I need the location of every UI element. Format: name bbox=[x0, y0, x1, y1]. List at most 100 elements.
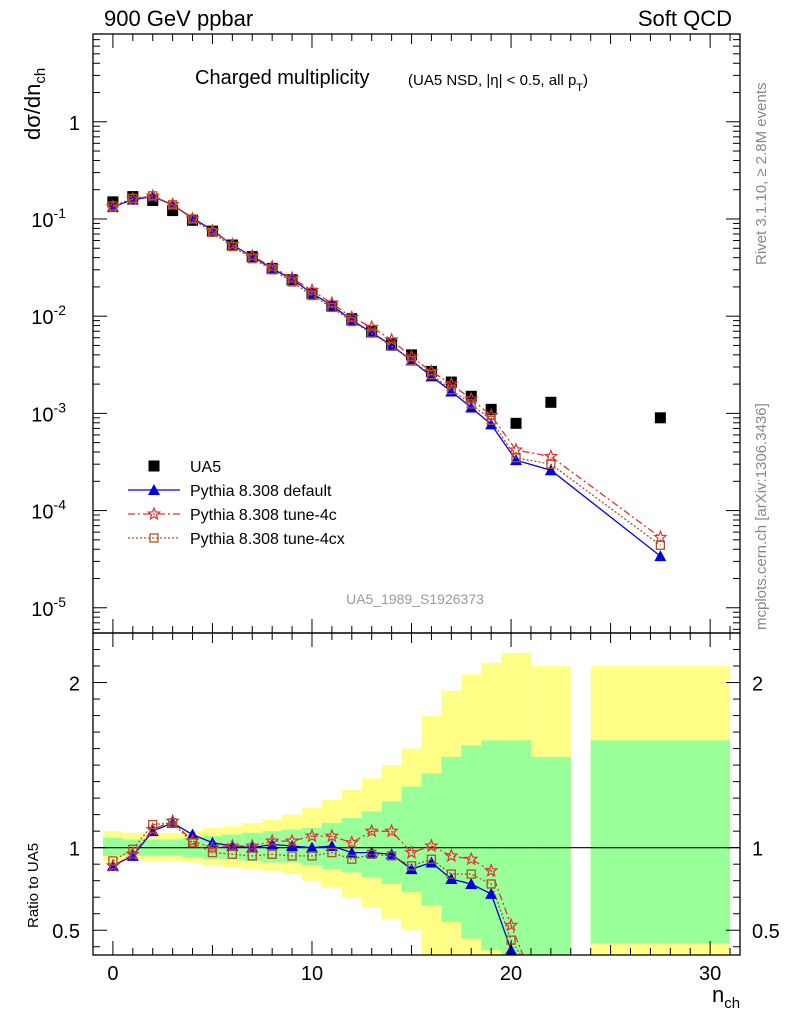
series-ua5 bbox=[107, 191, 666, 429]
y-tick-exponent: -4 bbox=[54, 497, 67, 513]
data-point bbox=[267, 265, 277, 275]
ratio-point bbox=[344, 835, 360, 849]
data-point bbox=[227, 241, 238, 252]
ratio-point bbox=[406, 861, 417, 871]
data-point bbox=[546, 459, 556, 469]
data-point bbox=[465, 390, 477, 402]
ratio-point bbox=[465, 877, 478, 889]
ratio-point bbox=[267, 849, 277, 859]
ratio-point bbox=[284, 833, 300, 848]
series-line bbox=[112, 195, 661, 557]
band-inner bbox=[401, 786, 422, 893]
ratio-point bbox=[207, 847, 218, 858]
y-tick-exponent: -1 bbox=[54, 205, 67, 221]
band-inner bbox=[481, 740, 502, 951]
header-left: 900 GeV ppbar bbox=[104, 6, 254, 31]
main-title: Charged multiplicity bbox=[195, 67, 370, 89]
y-tick-base: 10 bbox=[31, 599, 53, 621]
series-line bbox=[112, 195, 661, 546]
band-inner bbox=[102, 837, 123, 856]
data-point bbox=[446, 385, 456, 395]
data-point bbox=[463, 391, 479, 406]
data-point bbox=[511, 453, 521, 463]
data-point bbox=[404, 349, 419, 364]
band-inner bbox=[441, 756, 462, 922]
ratio-point bbox=[307, 851, 317, 861]
ratio-point bbox=[225, 838, 240, 853]
band-inner bbox=[361, 811, 382, 878]
legend-marker bbox=[148, 484, 160, 495]
ratio-point bbox=[245, 838, 260, 853]
data-point bbox=[544, 464, 557, 476]
ratio-y-tick-label-left: 0.5 bbox=[52, 921, 80, 943]
y-tick-label: 10-2 bbox=[31, 302, 66, 329]
ratio-xlabel: nch bbox=[712, 982, 740, 1012]
ratio-x-tick-label: 20 bbox=[500, 963, 522, 985]
ratio-point bbox=[466, 869, 476, 879]
ratio-point bbox=[425, 856, 438, 868]
band-inner bbox=[530, 756, 571, 955]
y-tick-base: 10 bbox=[31, 307, 53, 329]
ratio-point bbox=[404, 844, 419, 859]
ratio-point bbox=[148, 819, 158, 830]
ratio-y-tick-label-right: 2 bbox=[752, 674, 763, 696]
ratio-line bbox=[112, 822, 518, 955]
ratio-line bbox=[112, 820, 524, 955]
y-tick-label: 1 bbox=[69, 113, 80, 135]
band-inner bbox=[590, 740, 731, 944]
ratio-point bbox=[463, 851, 479, 866]
legend-entry: Pythia 8.308 tune-4cx bbox=[128, 531, 345, 548]
data-point bbox=[510, 454, 523, 466]
data-point bbox=[654, 550, 667, 562]
y-tick-base: 1 bbox=[69, 113, 80, 135]
y-tick-label: 10-1 bbox=[31, 205, 66, 232]
ratio-y-tick-label-left: 2 bbox=[69, 674, 80, 696]
legend-marker bbox=[149, 533, 159, 543]
data-point bbox=[287, 277, 297, 287]
data-point bbox=[128, 193, 138, 204]
ratio-point bbox=[287, 851, 297, 861]
data-point bbox=[386, 341, 397, 351]
y-tick-label: 10-3 bbox=[31, 399, 66, 426]
data-point bbox=[324, 295, 340, 310]
y-tick-exponent: -3 bbox=[54, 399, 67, 415]
ratio-point bbox=[167, 818, 178, 828]
series-pythia-8-308-default bbox=[106, 190, 667, 562]
ratio-point bbox=[286, 840, 299, 852]
ratio-x-tick-label: 10 bbox=[301, 963, 323, 985]
ratio-point bbox=[385, 848, 398, 860]
data-point bbox=[543, 448, 559, 463]
main-subtitle: (UA5 NSD, |η| < 0.5, all pT) bbox=[408, 72, 588, 94]
data-point bbox=[344, 309, 360, 324]
main-ylabel: dσ/dnch bbox=[20, 68, 49, 140]
ratio-point bbox=[187, 838, 198, 848]
data-point bbox=[148, 191, 158, 201]
ratio-line bbox=[112, 822, 522, 955]
data-point bbox=[304, 282, 320, 297]
data-point bbox=[365, 326, 378, 338]
data-point bbox=[108, 201, 118, 211]
ratio-point bbox=[264, 833, 280, 848]
data-point bbox=[655, 540, 666, 550]
data-point bbox=[466, 399, 476, 409]
ratio-point bbox=[405, 863, 418, 875]
y-tick-base: 10 bbox=[31, 404, 53, 426]
data-point bbox=[444, 376, 459, 391]
data-point bbox=[367, 328, 377, 338]
ratio-x-tick-label: 0 bbox=[107, 963, 118, 985]
data-point bbox=[167, 200, 178, 210]
ratio-point bbox=[347, 854, 357, 864]
ratio-point bbox=[364, 823, 379, 838]
ratio-point bbox=[444, 848, 459, 863]
band-inner bbox=[461, 745, 482, 939]
ratio-point bbox=[128, 844, 138, 854]
y-tick-base: 10 bbox=[31, 210, 53, 232]
data-point bbox=[247, 254, 257, 264]
data-point bbox=[364, 319, 379, 334]
ratio-point bbox=[386, 851, 397, 861]
ratio-point bbox=[446, 869, 456, 879]
legend-label: Pythia 8.308 tune-4c bbox=[190, 507, 337, 524]
data-point bbox=[510, 417, 522, 429]
legend-label: Pythia 8.308 default bbox=[190, 483, 332, 500]
